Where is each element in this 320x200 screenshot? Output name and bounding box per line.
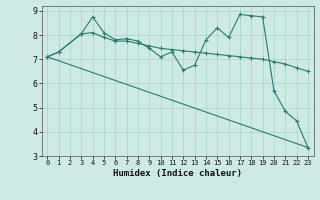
X-axis label: Humidex (Indice chaleur): Humidex (Indice chaleur) — [113, 169, 242, 178]
